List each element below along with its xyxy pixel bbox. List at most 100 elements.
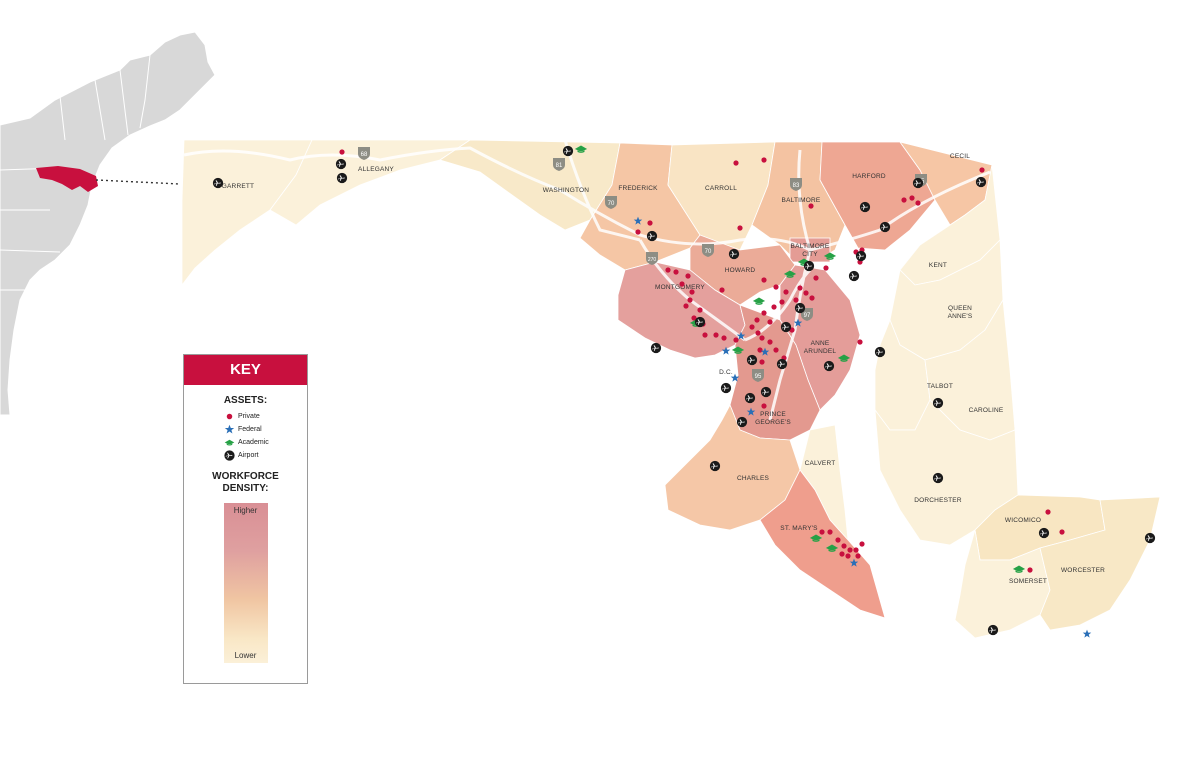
private-asset-marker <box>819 529 825 535</box>
label-st-marys: ST. MARY'S <box>780 525 818 532</box>
label-howard: HOWARD <box>725 267 756 274</box>
private-asset-marker <box>857 339 863 345</box>
private-asset-marker <box>847 547 853 553</box>
label-somerset: SOMERSET <box>1009 578 1047 585</box>
connector-dotted-line <box>95 179 181 185</box>
private-asset-marker <box>979 167 985 173</box>
airport-asset-marker <box>859 201 871 213</box>
label-washington: WASHINGTON <box>543 187 590 194</box>
academic-asset-marker <box>752 297 766 305</box>
airport-plane-icon <box>224 450 235 461</box>
private-asset-marker <box>719 287 725 293</box>
private-asset-marker <box>761 403 767 409</box>
svg-text:70: 70 <box>608 201 615 207</box>
private-asset-marker <box>713 332 719 338</box>
label-frederick: FREDERICK <box>618 185 658 192</box>
label-caroline: CAROLINE <box>969 407 1004 414</box>
label-montgomery: MONTGOMERY <box>655 284 705 291</box>
svg-text:83: 83 <box>793 183 800 189</box>
private-asset-marker <box>673 269 679 275</box>
private-asset-marker <box>665 267 671 273</box>
private-asset-marker <box>855 553 861 559</box>
maryland-highlight <box>36 166 98 192</box>
label-allegany: ALLEGANY <box>358 166 394 173</box>
airport-asset-marker <box>932 472 944 484</box>
private-asset-marker <box>687 297 693 303</box>
private-asset-marker <box>733 160 739 166</box>
svg-text:95: 95 <box>755 374 762 380</box>
label-queen-annes-2: ANNE'S <box>948 313 973 320</box>
assets-legend: Private Federal Academic Airport <box>224 410 307 462</box>
label-carroll: CARROLL <box>705 185 737 192</box>
airport-asset-marker <box>336 172 348 184</box>
northeast-us-inset <box>0 31 216 416</box>
highway-shield: 68 <box>358 147 370 160</box>
airport-asset-marker <box>709 460 721 472</box>
label-baltimore-city-1: BALTIMORE <box>791 243 830 250</box>
private-asset-marker <box>827 529 833 535</box>
county-howard <box>689 234 796 306</box>
private-asset-marker <box>915 200 921 206</box>
svg-text:97: 97 <box>804 313 811 319</box>
label-dorchester: DORCHESTER <box>914 497 962 504</box>
federal-star-icon <box>224 424 235 434</box>
airport-asset-marker <box>646 230 658 242</box>
private-asset-marker <box>683 303 689 309</box>
private-asset-marker <box>754 317 760 323</box>
label-worcester: WORCESTER <box>1061 567 1105 574</box>
legend-label: Private <box>238 413 260 420</box>
private-asset-marker <box>797 285 803 291</box>
private-asset-marker <box>647 220 653 226</box>
density-heading-line-2: DENSITY: <box>222 483 269 494</box>
airport-asset-marker <box>912 177 924 189</box>
legend-item-private: Private <box>224 410 307 423</box>
airport-asset-marker <box>728 248 740 260</box>
private-asset-marker <box>771 304 777 310</box>
label-anne-arundel-2: ARUNDEL <box>804 348 837 355</box>
private-asset-marker <box>691 315 697 321</box>
private-asset-marker <box>839 551 845 557</box>
label-kent: KENT <box>929 262 947 269</box>
svg-text:270: 270 <box>648 257 657 263</box>
private-asset-marker <box>721 335 727 341</box>
highway-shield: 95 <box>752 369 764 382</box>
private-asset-marker <box>737 225 743 231</box>
private-asset-marker <box>793 297 799 303</box>
private-asset-marker <box>702 332 708 338</box>
private-asset-marker <box>773 284 779 290</box>
maryland-counties <box>181 139 1161 639</box>
private-asset-marker <box>1059 529 1065 535</box>
private-asset-marker <box>689 289 695 295</box>
private-asset-markers <box>339 149 1065 573</box>
private-asset-marker <box>749 324 755 330</box>
legend-item-federal: Federal <box>224 423 307 436</box>
label-wicomico: WICOMICO <box>1005 517 1041 524</box>
legend-item-airport: Airport <box>224 449 307 462</box>
private-asset-marker <box>757 347 763 353</box>
private-asset-marker <box>803 290 809 296</box>
highway-shield: 83 <box>790 178 802 191</box>
density-heading: WORKFORCE DENSITY: <box>184 471 307 495</box>
private-asset-marker <box>679 281 685 287</box>
airport-asset-marker <box>760 386 772 398</box>
label-garrett: GARRETT <box>222 183 254 190</box>
airport-asset-marker <box>874 346 886 358</box>
legend-label: Airport <box>238 452 259 459</box>
highway-shield: 70 <box>702 244 714 257</box>
private-asset-marker <box>783 289 789 295</box>
highway-shield: 70 <box>605 196 617 209</box>
academic-cap-icon <box>224 439 235 446</box>
private-asset-marker <box>859 541 865 547</box>
airport-asset-marker <box>694 316 706 328</box>
airport-asset-marker <box>746 354 758 366</box>
svg-text:68: 68 <box>361 152 368 158</box>
highway-shield: 270 <box>646 252 658 265</box>
airport-asset-marker <box>776 358 788 370</box>
airport-asset-marker <box>562 145 574 157</box>
private-asset-marker <box>909 195 915 201</box>
private-asset-marker <box>761 310 767 316</box>
private-asset-marker <box>767 319 773 325</box>
airport-asset-marker <box>780 321 792 333</box>
airport-asset-marker <box>803 260 815 272</box>
